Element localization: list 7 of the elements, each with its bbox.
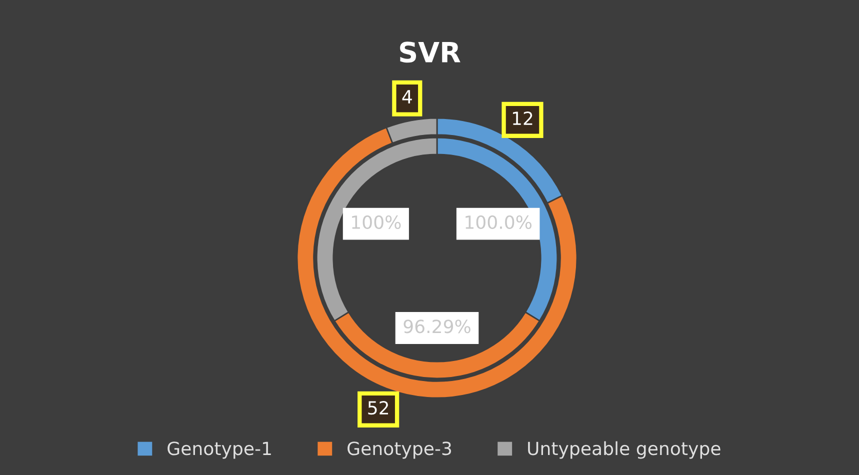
legend-label: Genotype-1 [168,442,271,459]
chart-title: SVR [400,42,460,63]
legend-label: Genotype-3 [348,442,452,459]
data-label: 52 [368,401,388,415]
data-label: 4 [402,90,412,104]
legend-label: Untypeable genotype [528,441,720,459]
data-label: 12 [512,112,532,125]
